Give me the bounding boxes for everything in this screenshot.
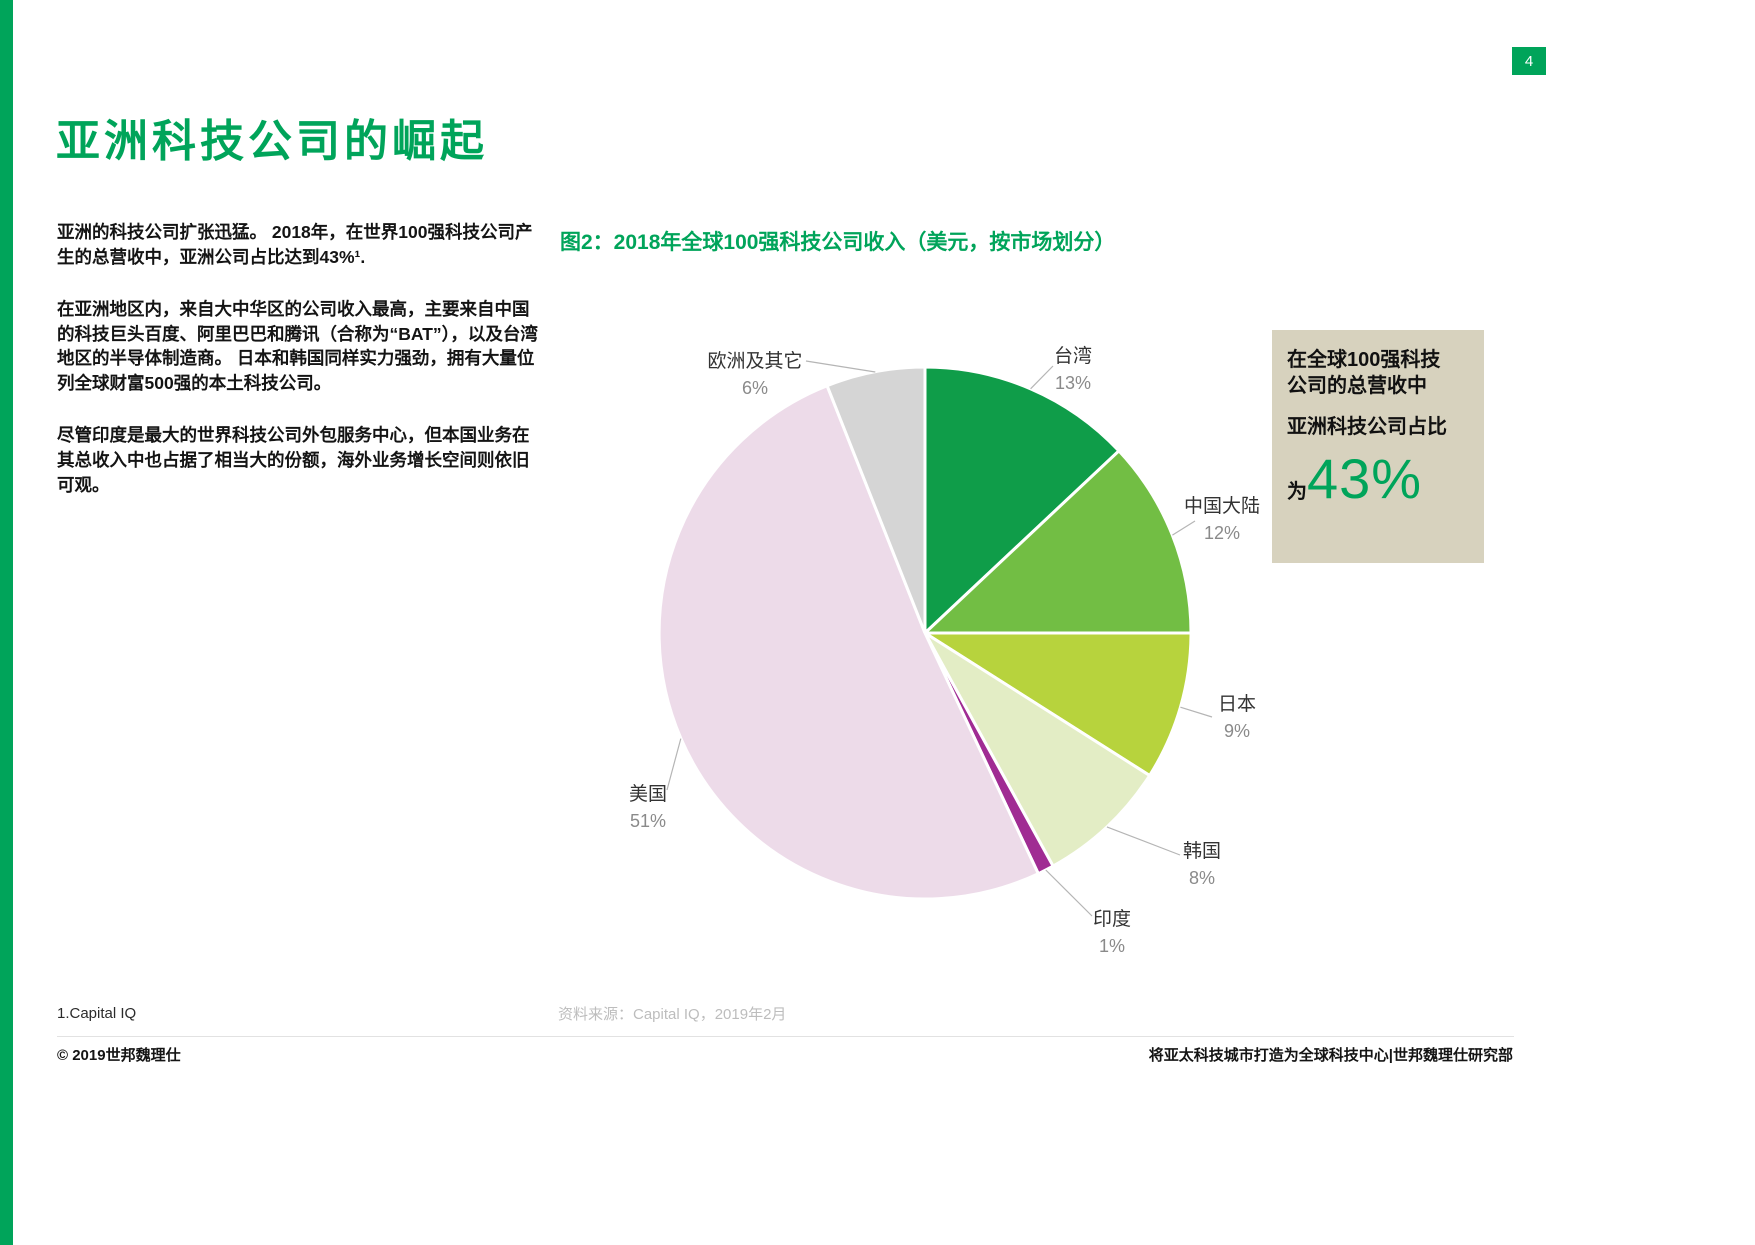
- leader-line-0: [1030, 365, 1054, 390]
- callout-prefix: 为: [1287, 481, 1307, 504]
- chart-title: 图2：2018年全球100强科技公司收入（美元，按市场划分）: [560, 231, 1116, 254]
- leader-line-6: [805, 360, 876, 373]
- pie-label-2: 日本: [1218, 693, 1256, 715]
- intro-paragraph-3: 尽管印度是最大的世界科技公司外包服务中心，但本国业务在其总收入中也占据了相当大的…: [57, 425, 530, 495]
- page-title: 亚洲科技公司的崛起: [56, 117, 488, 167]
- pie-chart: 台湾 13% 中国大陆 12% 日本 9% 韩国 8% 印度 1% 美国 51% 欧洲及其它 6%: [540, 260, 1520, 990]
- leader-line-5: [666, 738, 682, 791]
- page-number-badge: 4: [1512, 47, 1546, 75]
- pie-value-0: 13%: [1055, 373, 1091, 393]
- callout-line-1: 在全球100强科技: [1287, 349, 1441, 371]
- leader-line-2: [1180, 706, 1213, 718]
- footnote: 1.Capital IQ: [57, 1005, 137, 1022]
- page-number: 4: [1524, 52, 1534, 70]
- pie-value-5: 51%: [630, 811, 666, 831]
- callout-big-value: 43%: [1307, 447, 1423, 511]
- intro-text-block: 亚洲的科技公司扩张迅猛。 2018年，在世界100强科技公司产生的总营收中，亚洲…: [57, 220, 539, 525]
- callout-line-2: 公司的总营收中: [1287, 375, 1427, 398]
- pie-value-2: 9%: [1224, 721, 1250, 741]
- pie-slice-1: [921, 448, 1193, 635]
- pie-slice-0: [923, 365, 1122, 637]
- intro-paragraph-1: 亚洲的科技公司扩张迅猛。 2018年，在世界100强科技公司产生的总营收中，亚洲…: [57, 222, 533, 267]
- pie-chart-svg: 台湾 13% 中国大陆 12% 日本 9% 韩国 8% 印度 1% 美国 51% 欧洲及其它 6%: [629, 345, 1260, 956]
- leader-line-4: [1045, 869, 1093, 917]
- pie-label-3: 韩国: [1183, 840, 1221, 862]
- callout-line-3: 亚洲科技公司占比: [1287, 415, 1447, 438]
- pie-value-3: 8%: [1189, 868, 1215, 888]
- callout-value-row: 为 43%: [1287, 446, 1469, 511]
- pie-label-0: 台湾: [1054, 345, 1092, 367]
- pie-label-6: 欧洲及其它: [707, 350, 802, 372]
- leader-line-3: [1106, 826, 1181, 856]
- footer-right-text: 将亚太科技城市打造为全球科技中心|世邦魏理仕研究部: [1148, 1047, 1513, 1064]
- pie-value-4: 1%: [1099, 936, 1125, 956]
- pie-slice-5: [657, 383, 1041, 901]
- pie-value-6: 6%: [742, 378, 768, 398]
- source-note: 资料来源：Capital IQ，2019年2月: [558, 1006, 787, 1023]
- pie-label-1: 中国大陆: [1184, 495, 1260, 517]
- callout-box: 在全球100强科技 公司的总营收中 亚洲科技公司占比 为 43%: [1272, 330, 1484, 563]
- footer-divider: [57, 1036, 1514, 1037]
- footer-copyright: © 2019世邦魏理仕: [57, 1047, 181, 1064]
- intro-paragraph-2: 在亚洲地区内，来自大中华区的公司收入最高，主要来自中国的科技巨头百度、阿里巴巴和…: [57, 298, 538, 394]
- left-accent-bar: [0, 0, 13, 1245]
- pie-value-1: 12%: [1204, 523, 1240, 543]
- leader-line-1: [1172, 520, 1196, 536]
- pie-label-5: 美国: [629, 783, 667, 805]
- pie-label-4: 印度: [1093, 908, 1131, 930]
